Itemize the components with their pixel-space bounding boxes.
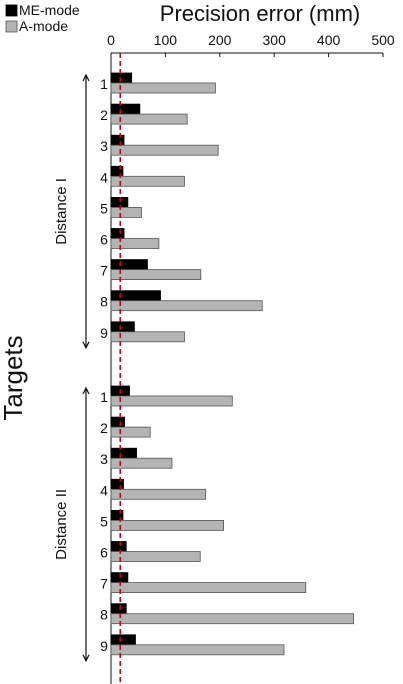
group-bracket-arrow-top [82, 73, 90, 82]
bar-a-mode [110, 300, 263, 312]
bar-me-mode [110, 478, 124, 490]
bar-a-mode [110, 395, 233, 407]
bar-a-mode [110, 426, 151, 438]
bar-a-mode [110, 582, 307, 593]
bar-me-mode [110, 259, 148, 271]
bar-me-mode [110, 509, 124, 521]
legend-label-a-mode: A-mode [19, 18, 68, 34]
category-label: 6 [100, 545, 108, 561]
category-label: 9 [100, 638, 108, 654]
bar-me-mode [110, 196, 129, 208]
category-label: 7 [100, 263, 108, 279]
group-label: Distance II [53, 489, 70, 560]
bar-a-mode [110, 613, 355, 625]
bar-a-mode [110, 457, 173, 469]
category-label: 7 [100, 576, 108, 592]
bar-a-mode [110, 206, 142, 218]
legend-swatch-me-mode [5, 4, 18, 17]
legend: ME-mode A-mode [5, 2, 80, 34]
bar-me-mode [110, 290, 161, 302]
x-tick-label: 300 [263, 32, 287, 48]
bar-me-mode [110, 634, 136, 646]
group-brackets: Distance I 1 2 3 4 5 6 7 8 9 Distance II 1 2 3 4 5 6 7 8 9 [53, 73, 108, 663]
category-label: 2 [100, 420, 108, 436]
category-label: 4 [100, 482, 108, 498]
category-label: 1 [100, 76, 108, 92]
bar-me-mode [110, 165, 124, 177]
category-label: 6 [100, 232, 108, 248]
bar-me-mode [110, 541, 127, 552]
bar-a-mode [110, 238, 160, 249]
category-label: 9 [100, 325, 108, 341]
category-label: 5 [100, 513, 108, 529]
bar-a-mode [110, 82, 216, 94]
x-tick-label: 200 [208, 32, 232, 48]
bar-a-mode [110, 644, 285, 656]
x-axis: 0 100 200 300 400 500 [107, 32, 395, 684]
bar-a-mode [110, 175, 185, 187]
x-tick-label: 0 [107, 32, 115, 48]
bar-a-mode [110, 113, 188, 125]
bar-me-mode [110, 72, 133, 84]
bar-a-mode [110, 144, 219, 156]
category-label: 8 [100, 294, 108, 310]
bar-a-mode [110, 269, 202, 281]
bar-me-mode [110, 228, 125, 239]
legend-label-me-mode: ME-mode [19, 2, 80, 18]
x-tick-label: 400 [317, 32, 341, 48]
bar-me-mode [110, 134, 125, 146]
bar-me-mode [110, 321, 135, 333]
category-label: 3 [100, 451, 108, 467]
bars [110, 72, 355, 656]
group-bracket-arrow-bottom [82, 654, 90, 663]
category-label: 1 [100, 389, 108, 405]
category-label: 2 [100, 107, 108, 123]
x-tick-label: 100 [154, 32, 178, 48]
x-axis-label: Precision error (mm) [160, 1, 360, 26]
bar-a-mode [110, 331, 185, 343]
legend-swatch-a-mode [5, 20, 18, 33]
category-label: 5 [100, 200, 108, 216]
bar-me-mode [110, 416, 125, 428]
group-bracket-arrow-top [82, 386, 90, 395]
bar-me-mode [110, 103, 141, 115]
category-label: 8 [100, 607, 108, 623]
bar-a-mode [110, 551, 201, 562]
x-tick-label: 500 [371, 32, 395, 48]
bar-me-mode [110, 572, 129, 583]
bar-me-mode [110, 603, 127, 615]
category-label: 4 [100, 169, 108, 185]
bar-a-mode [110, 488, 207, 500]
y-axis-label: Targets [0, 335, 28, 420]
category-label: 3 [100, 138, 108, 154]
group-label: Distance I [53, 178, 70, 245]
bar-a-mode [110, 520, 225, 531]
bar-me-mode [110, 447, 137, 459]
group-bracket-arrow-bottom [82, 341, 90, 350]
